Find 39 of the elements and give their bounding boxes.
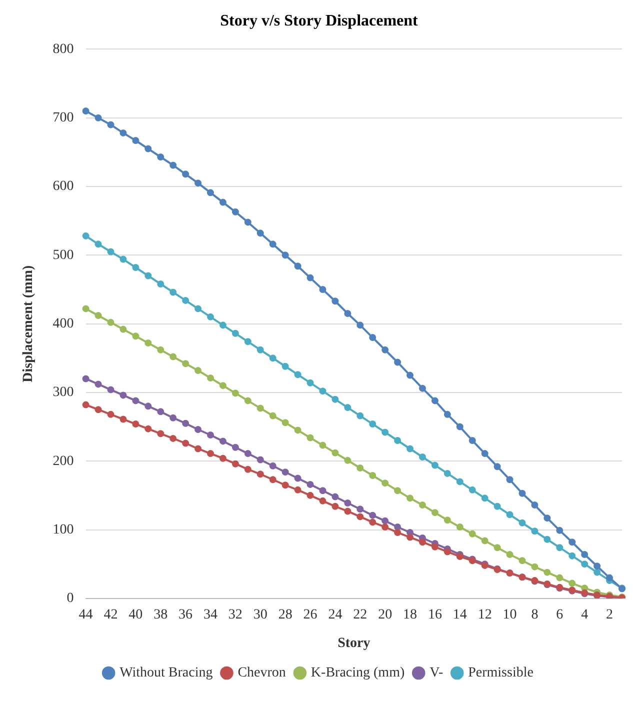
x-tick-label: 28: [278, 607, 292, 622]
x-tick-label: 26: [303, 607, 318, 622]
y-tick-label: 600: [52, 179, 74, 194]
x-axis-title: Story: [338, 636, 370, 652]
y-tick-label: 300: [52, 385, 74, 400]
y-axis-title: Displacement (mm): [21, 264, 36, 382]
chart-title: Story v/s Story Displacement: [220, 12, 419, 30]
x-tick-label: 6: [556, 607, 564, 622]
x-tick-label: 10: [502, 607, 517, 622]
y-tick-label: 500: [52, 248, 74, 263]
x-tick-label: 34: [204, 607, 218, 622]
y-tick-label: 100: [52, 522, 74, 538]
x-tick-label: 38: [154, 607, 168, 622]
x-tick-label: 8: [531, 607, 538, 622]
x-tick-label: 32: [228, 607, 242, 622]
y-tick-label: 800: [52, 42, 74, 57]
legend-label: V-: [430, 666, 444, 681]
x-tick-label: 36: [178, 607, 193, 622]
legend-label: Permissible: [468, 666, 534, 681]
x-tick-label: 44: [78, 607, 93, 622]
x-tick-label: 12: [478, 607, 492, 622]
x-tick-label: 2: [606, 607, 614, 622]
x-tick-label: 22: [353, 607, 368, 622]
x-tick-label: 24: [328, 607, 342, 622]
x-tick-label: 14: [452, 607, 467, 622]
x-tick-label: 18: [403, 607, 418, 622]
legend-label: K-Bracing (mm): [310, 666, 405, 681]
y-tick-label: 400: [52, 316, 74, 332]
x-tick-label: 30: [253, 607, 268, 622]
y-tick-label: 700: [52, 110, 74, 126]
x-tick-label: 20: [378, 607, 392, 622]
y-tick-label: 0: [66, 591, 74, 606]
x-tick-label: 42: [104, 607, 118, 622]
x-tick-label: 40: [128, 607, 143, 622]
legend-label: Chevron: [238, 666, 286, 681]
x-tick-label: 16: [428, 607, 442, 622]
x-tick-label: 4: [581, 607, 588, 622]
y-tick-label: 200: [52, 454, 74, 469]
legend-label: Without Bracing: [120, 666, 213, 681]
